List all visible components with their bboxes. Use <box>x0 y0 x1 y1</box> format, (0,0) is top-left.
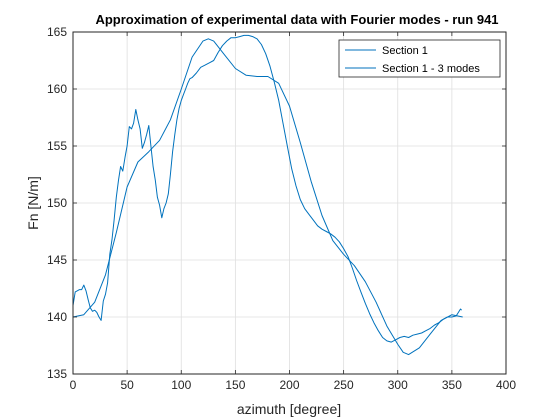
legend: Section 1 Section 1 - 3 modes <box>338 39 501 78</box>
legend-box <box>338 39 501 78</box>
y-tick-label: 140 <box>47 310 67 324</box>
x-tick-label: 250 <box>334 378 354 392</box>
y-tick-label: 165 <box>47 25 67 39</box>
y-tick-label: 145 <box>47 253 67 267</box>
series-line-section-1-3-modes <box>72 38 463 356</box>
x-axis-label: azimuth [degree] <box>237 401 341 417</box>
y-tick-label: 160 <box>47 82 67 96</box>
y-tick-label: 135 <box>47 367 67 381</box>
x-tick-label: 200 <box>279 378 299 392</box>
x-tick-label: 150 <box>225 378 245 392</box>
x-tick-label: 350 <box>442 378 462 392</box>
x-tick-label: 400 <box>496 378 516 392</box>
y-tick-label: 150 <box>47 196 67 210</box>
y-tick-label: 155 <box>47 139 67 153</box>
tick-labels: 0 50 100 150 200 250 300 350 400 135 140 145 150 155 1… <box>47 25 516 392</box>
y-axis-label: Fn [N/m] <box>25 176 41 230</box>
x-tick-label: 100 <box>171 378 191 392</box>
legend-label-section-1-3-modes: Section 1 - 3 modes <box>382 63 480 75</box>
legend-label-section-1: Section 1 <box>382 45 428 57</box>
chart-title: Approximation of experimental data with … <box>95 12 498 27</box>
series-layer <box>72 34 463 356</box>
x-tick-label: 50 <box>120 378 134 392</box>
series-line-section-1 <box>72 34 462 343</box>
x-tick-label: 0 <box>70 378 77 392</box>
x-tick-label: 300 <box>388 378 408 392</box>
tick-marks <box>72 31 507 375</box>
